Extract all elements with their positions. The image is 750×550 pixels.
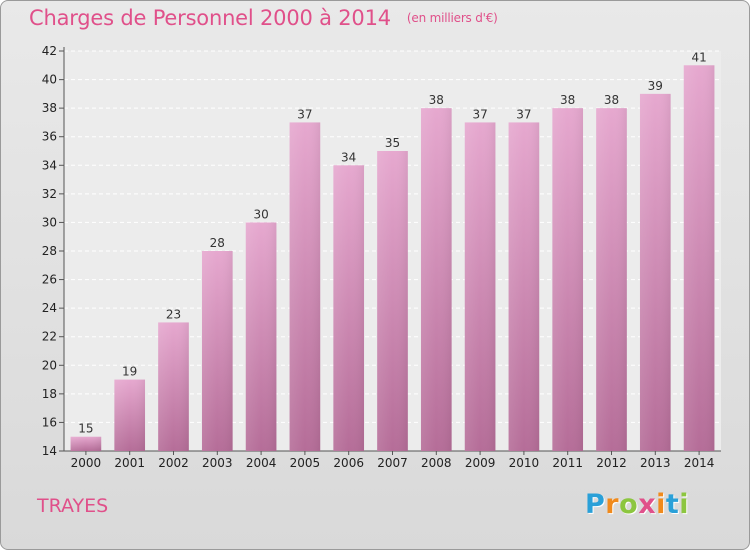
logo-letter: t xyxy=(665,489,680,520)
logo-letter: P xyxy=(585,489,606,520)
bar-shade xyxy=(245,222,277,451)
data-label: 35 xyxy=(385,136,400,150)
logo-letter: x xyxy=(638,489,657,520)
logo-letter: i xyxy=(656,489,666,520)
x-tick-label: 2013 xyxy=(640,456,671,470)
x-tick-label: 2011 xyxy=(552,456,583,470)
data-label: 23 xyxy=(166,307,181,321)
bar-shade xyxy=(289,122,321,451)
y-tick-label: 36 xyxy=(42,130,57,144)
y-tick-label: 16 xyxy=(42,415,57,429)
data-label: 39 xyxy=(648,79,663,93)
data-label: 34 xyxy=(341,150,356,164)
data-label: 38 xyxy=(429,93,444,107)
data-label: 38 xyxy=(560,93,575,107)
axis-layer: 14 16 18 20 22 24 26 28 30 32 34 36 38 40 42 xyxy=(42,44,721,458)
x-tick-label: 2007 xyxy=(377,456,408,470)
data-label: 37 xyxy=(297,107,312,121)
x-tick-label: 2005 xyxy=(290,456,321,470)
data-label: 15 xyxy=(78,422,93,436)
bar-shade xyxy=(552,108,584,452)
y-tick-label: 14 xyxy=(42,444,57,458)
x-tick-label: 2010 xyxy=(509,456,540,470)
y-tick-label: 24 xyxy=(42,301,57,315)
y-tick-label: 26 xyxy=(42,273,57,287)
chart-title-text: Charges de Personnel 2000 à 2014 xyxy=(29,6,391,30)
y-tick-label: 22 xyxy=(42,330,57,344)
x-tick-label: 2003 xyxy=(202,456,233,470)
chart-title: Charges de Personnel 2000 à 2014 (en mill… xyxy=(29,6,498,30)
logo-letter: o xyxy=(619,489,639,520)
data-label: 37 xyxy=(516,107,531,121)
bar-shade xyxy=(201,251,233,451)
bar-layer xyxy=(70,65,715,452)
data-label: 28 xyxy=(210,236,225,250)
y-tick-label: 32 xyxy=(42,187,57,201)
x-tick-label: 2006 xyxy=(333,456,364,470)
data-label: 41 xyxy=(691,50,706,64)
logo-letter: r xyxy=(605,489,620,520)
x-tick-label: 2002 xyxy=(158,456,189,470)
bar-shade xyxy=(683,65,715,452)
y-tick-label: 20 xyxy=(42,358,57,372)
commune-name: TRAYES xyxy=(37,495,109,517)
logo-letter: i xyxy=(679,489,690,520)
y-tick-label: 18 xyxy=(42,387,57,401)
y-tick-label: 30 xyxy=(42,215,57,229)
data-label: 37 xyxy=(472,107,487,121)
bar-shade xyxy=(639,93,671,451)
bar-shade xyxy=(464,122,496,451)
bar-shade xyxy=(596,108,627,452)
x-tick-label: 2004 xyxy=(246,456,277,470)
bar-shade xyxy=(377,151,408,451)
x-tick-label: 2012 xyxy=(596,456,627,470)
y-tick-label: 28 xyxy=(42,244,57,258)
y-tick-label: 42 xyxy=(42,44,57,58)
y-tick-label: 40 xyxy=(42,73,57,87)
x-tick-label: 2009 xyxy=(465,456,496,470)
y-tick-label: 34 xyxy=(42,158,57,172)
data-label: 30 xyxy=(253,207,268,221)
x-tick-label: 2001 xyxy=(114,456,145,470)
label-layer: 2000 15 2001 19 2002 23 2003 28 2004 30 2005 37 2006… xyxy=(71,50,715,470)
data-label: 19 xyxy=(122,365,137,379)
bar-shade xyxy=(508,122,540,451)
y-tick-label: 38 xyxy=(42,101,57,115)
bar-shade xyxy=(114,379,146,451)
bar-shade xyxy=(420,108,452,452)
x-tick-label: 2000 xyxy=(71,456,102,470)
x-tick-label: 2008 xyxy=(421,456,452,470)
proxiti-logo[interactable]: Proxiti xyxy=(585,489,689,520)
bar-shade xyxy=(333,165,365,452)
data-label: 38 xyxy=(604,93,619,107)
bar-shade xyxy=(70,436,102,451)
bar-shade xyxy=(158,322,189,451)
x-tick-label: 2014 xyxy=(684,456,715,470)
chart-subtitle: (en milliers d'€) xyxy=(406,11,498,25)
